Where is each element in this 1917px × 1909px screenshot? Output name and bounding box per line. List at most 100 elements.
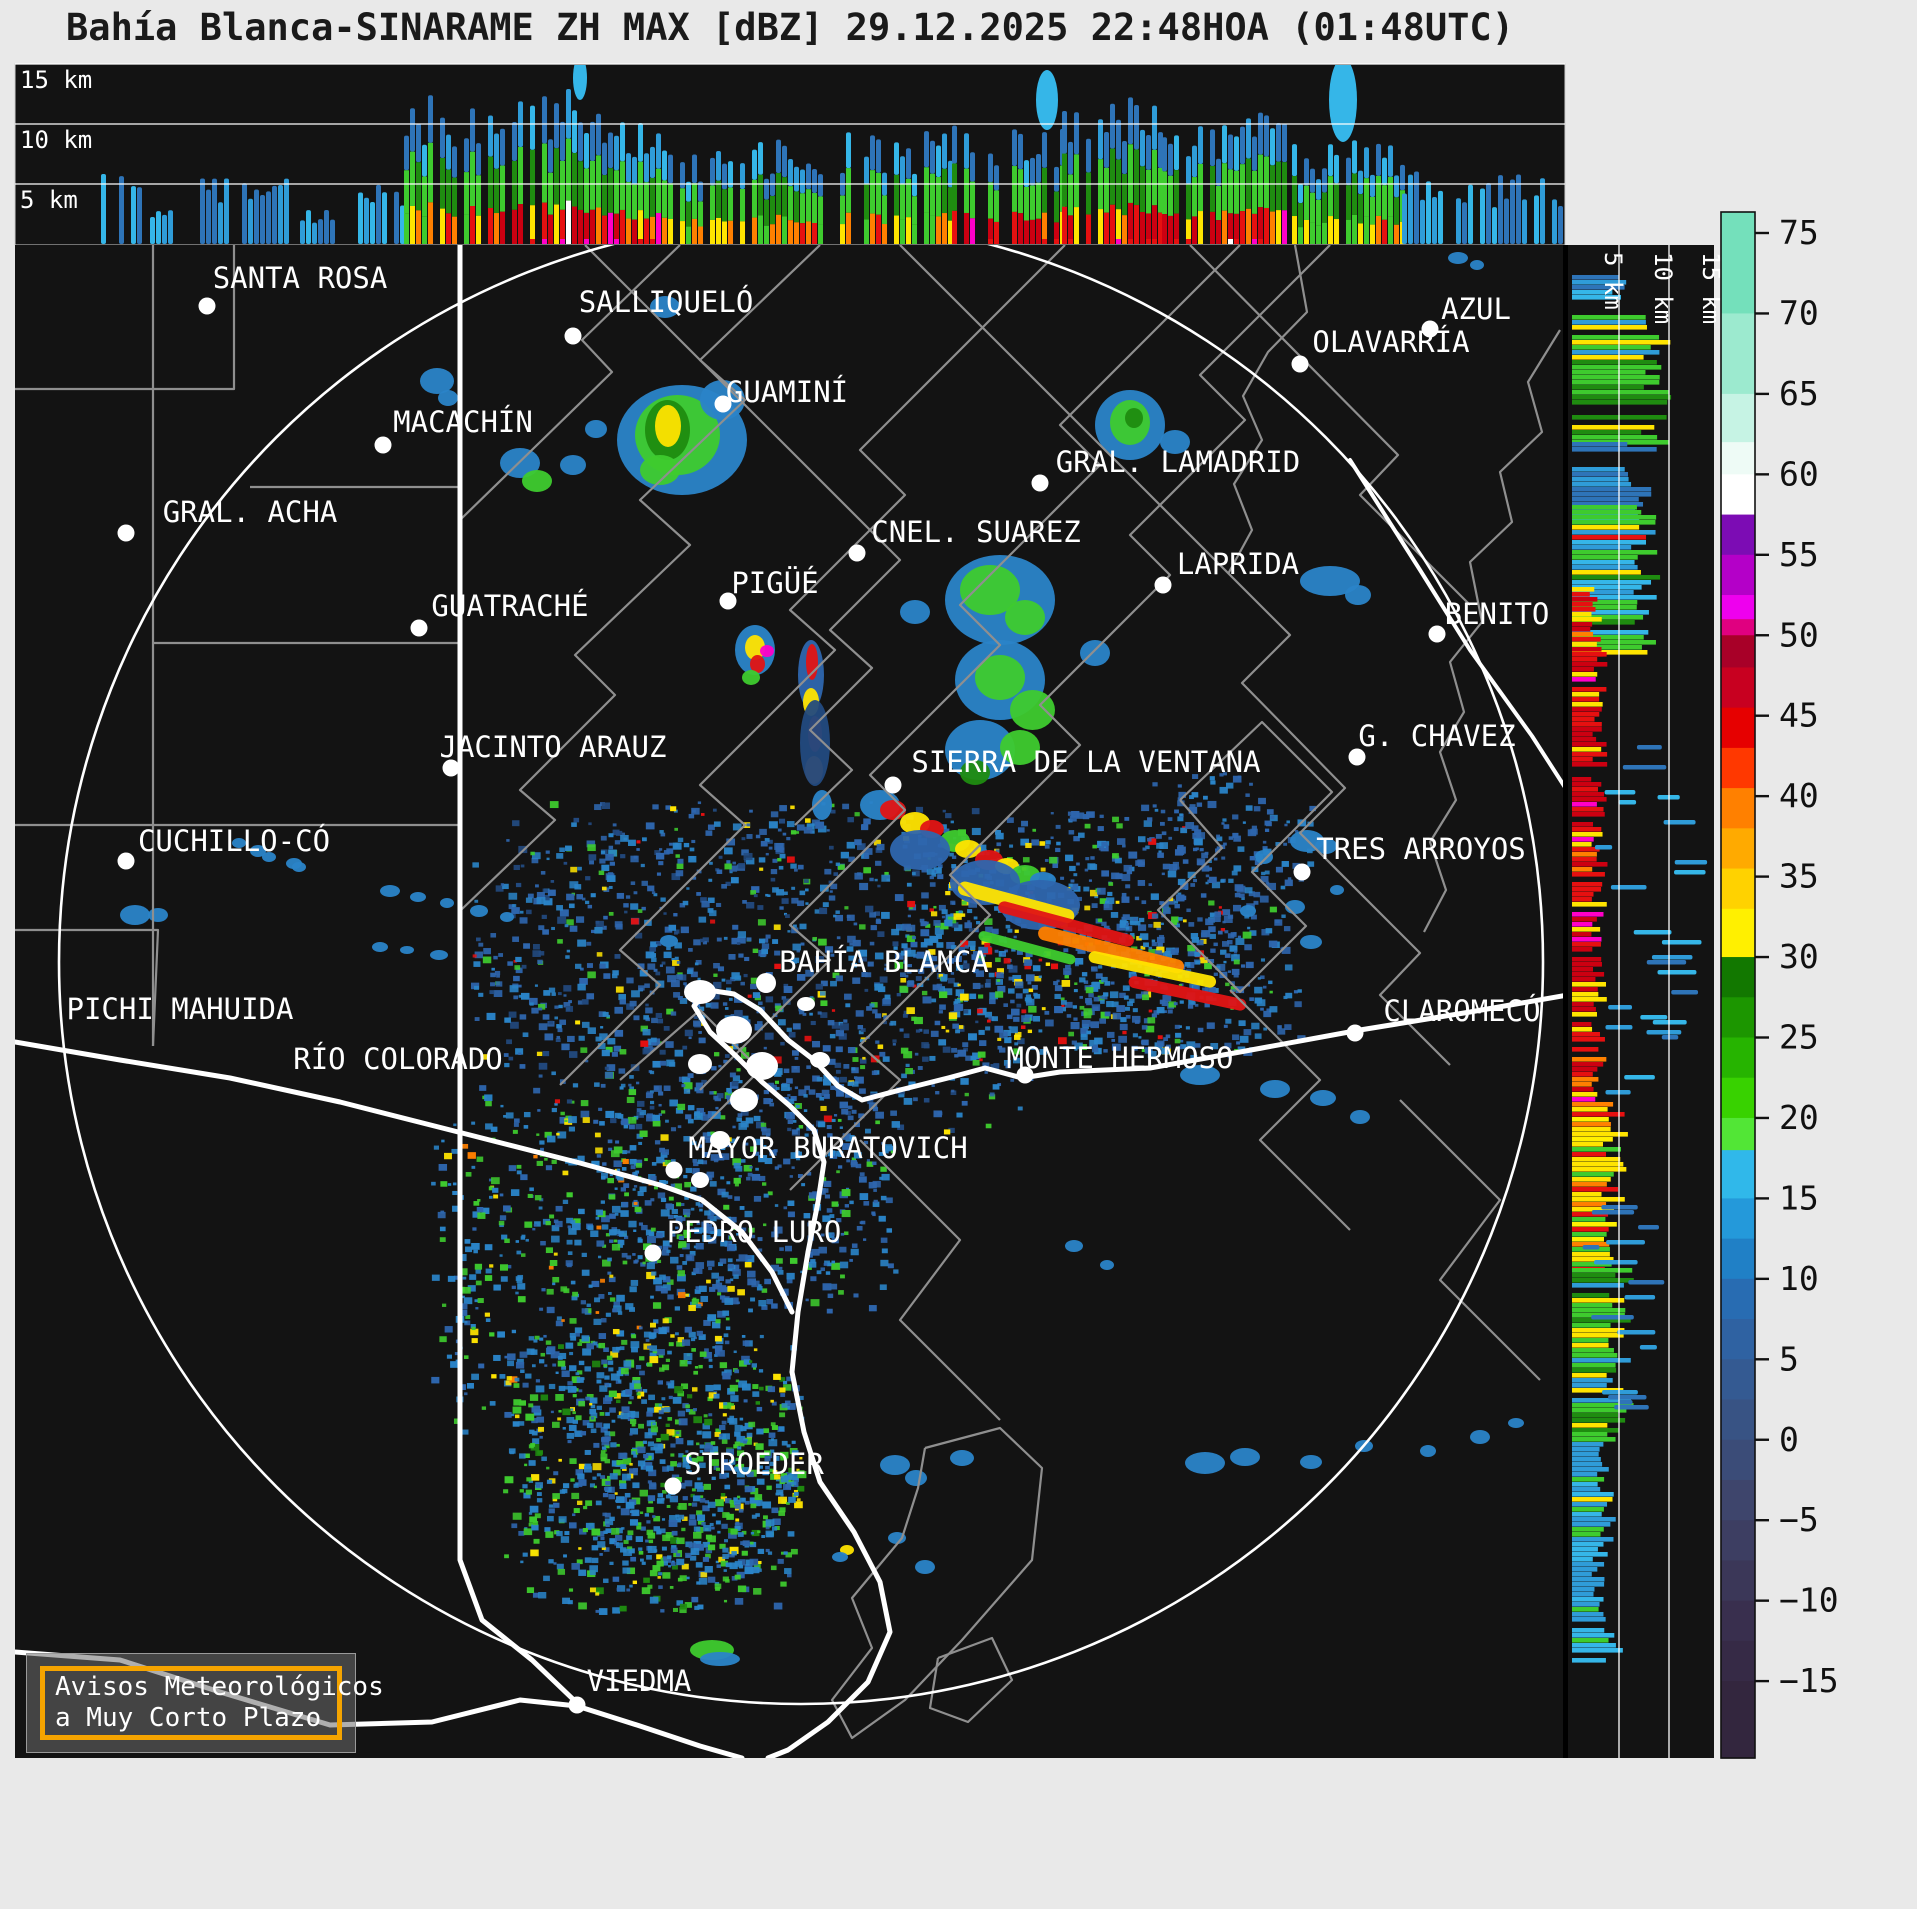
admin-boundary: [1399, 1099, 1541, 1381]
city-label: CNEL. SUAREZ: [871, 515, 1081, 549]
echo-blob: [960, 565, 1020, 615]
city-dot: [1293, 863, 1311, 881]
city-label: PEDRO LURO: [667, 1215, 842, 1249]
echo-streak: [1088, 951, 1217, 988]
echo-blob: [655, 405, 681, 447]
echo-blob: [410, 892, 426, 902]
city-label: GUAMINÍ: [726, 375, 848, 409]
city-label: G. CHAVEZ: [1358, 719, 1515, 753]
colorbar-tick-label: 60: [1779, 454, 1819, 493]
estuary-blob: [746, 1052, 778, 1080]
echo-blob: [750, 655, 765, 673]
avisos-line2: a Muy Corto Plazo: [55, 1703, 322, 1733]
colorbar-tick-label: 20: [1779, 1098, 1819, 1137]
city-label: JACINTO ARAUZ: [440, 730, 667, 764]
city-label: BAHÍA BLANCA: [779, 945, 989, 979]
avisos-border: Avisos Meteorológicos a Muy Corto Plazo: [40, 1666, 384, 1740]
echo-blob: [640, 455, 680, 485]
echo-blob: [660, 935, 678, 947]
city-label: AZUL: [1441, 292, 1511, 326]
echo-blob: [800, 700, 830, 786]
colorbar-band: [1721, 868, 1755, 910]
admin-boundary: [15, 928, 160, 1047]
colorbar-tick-label: −15: [1779, 1661, 1839, 1700]
admin-boundary: [1229, 989, 1351, 1231]
city-dot: [1154, 576, 1172, 594]
admin-boundary: [859, 1139, 1001, 1421]
city-label: RÍO COLORADO: [293, 1042, 503, 1076]
admin-boundary: [699, 245, 1241, 1091]
colorbar-tick-label: 10: [1779, 1259, 1819, 1298]
echo-blob: [430, 950, 448, 960]
echo-blob: [400, 946, 414, 954]
echo-blob: [888, 1532, 906, 1544]
echo-blob: [1448, 252, 1468, 264]
colorbar-tick-label: 25: [1779, 1018, 1819, 1057]
estuary-blob: [691, 1172, 709, 1188]
radar-scene: 15 km 10 km 5 km SANTA ROSA SALLIQUELÓ GUAMIN…: [14, 63, 1839, 1759]
colorbar-tick-label: −10: [1779, 1581, 1839, 1620]
echo-blob: [380, 885, 400, 897]
colorbar-band: [1721, 908, 1755, 958]
city-label: STROEDER: [684, 1447, 824, 1481]
echo-blob: [148, 908, 168, 922]
echo-blob: [372, 942, 388, 952]
echo-blob: [1345, 585, 1371, 605]
city-dot: [884, 776, 902, 794]
colorbar-band: [1721, 514, 1755, 556]
city-label: LAPRIDA: [1177, 547, 1299, 581]
top-panel-altitude-label: 15 km: [20, 66, 92, 94]
colorbar-band: [1721, 1319, 1755, 1360]
city-dot: [1348, 748, 1366, 766]
city-dot: [719, 592, 737, 610]
echo-blob: [1230, 1448, 1260, 1466]
top-panel-altitude-label: 10 km: [20, 126, 92, 154]
echo-blob: [812, 790, 832, 820]
avisos-line1: Avisos Meteorológicos: [55, 1672, 384, 1702]
top-xsection-echoes: [101, 65, 1563, 244]
avisos-banner[interactable]: Avisos Meteorológicos a Muy Corto Plazo: [26, 1653, 384, 1753]
estuary-blob: [730, 1088, 758, 1112]
echo-blob: [1300, 935, 1322, 949]
colorbar-band: [1721, 1150, 1755, 1199]
city-dot: [374, 436, 392, 454]
echo-blob: [1100, 1260, 1114, 1270]
colorbar-band: [1721, 313, 1755, 395]
echo-blob: [1005, 600, 1045, 635]
echo-blob: [1125, 408, 1143, 428]
map-background: [15, 245, 1568, 1758]
echo-blob: [250, 845, 266, 857]
colorbar-tick-label: 40: [1779, 776, 1819, 815]
admin-boundary: [899, 245, 1451, 1066]
city-label: CUCHILLO-CÓ: [138, 824, 330, 858]
colorbar-band: [1721, 747, 1755, 789]
colorbar-tick-label: 70: [1779, 293, 1819, 332]
colorbar-band: [1721, 393, 1755, 443]
echo-blob: [960, 760, 990, 785]
colorbar-band: [1721, 1399, 1755, 1441]
city-dot: [568, 1696, 586, 1714]
estuary-blob: [684, 980, 716, 1004]
echo-blob: [120, 905, 150, 925]
estuary-blob: [710, 1131, 730, 1149]
city-label: CLAROMECÓ: [1383, 994, 1540, 1028]
echo-blob: [915, 1560, 935, 1574]
echo-blob: [840, 1545, 854, 1555]
echo-blob: [440, 898, 454, 908]
colorbar-band: [1721, 1359, 1755, 1401]
estuary-blob: [688, 1054, 712, 1074]
echo-blob: [1420, 1445, 1436, 1457]
admin-boundary: [1227, 245, 1309, 575]
colorbar-band: [1721, 635, 1755, 669]
admin-boundary: [460, 245, 821, 911]
echo-blob: [745, 635, 765, 660]
echo-blob: [1330, 885, 1344, 895]
city-label: OLAVARRÍA: [1312, 325, 1469, 359]
footer: Servicio Meteorológico Nacional Argentin…: [0, 1760, 1917, 1909]
echo-streak: [998, 901, 1134, 947]
colorbar-band: [1721, 1037, 1755, 1079]
echo-blob: [1080, 640, 1110, 666]
right-panel-altitude-label: 5 km: [1599, 252, 1627, 310]
echo-blob: [1185, 1452, 1225, 1474]
city-label: SANTA ROSA: [213, 261, 388, 295]
